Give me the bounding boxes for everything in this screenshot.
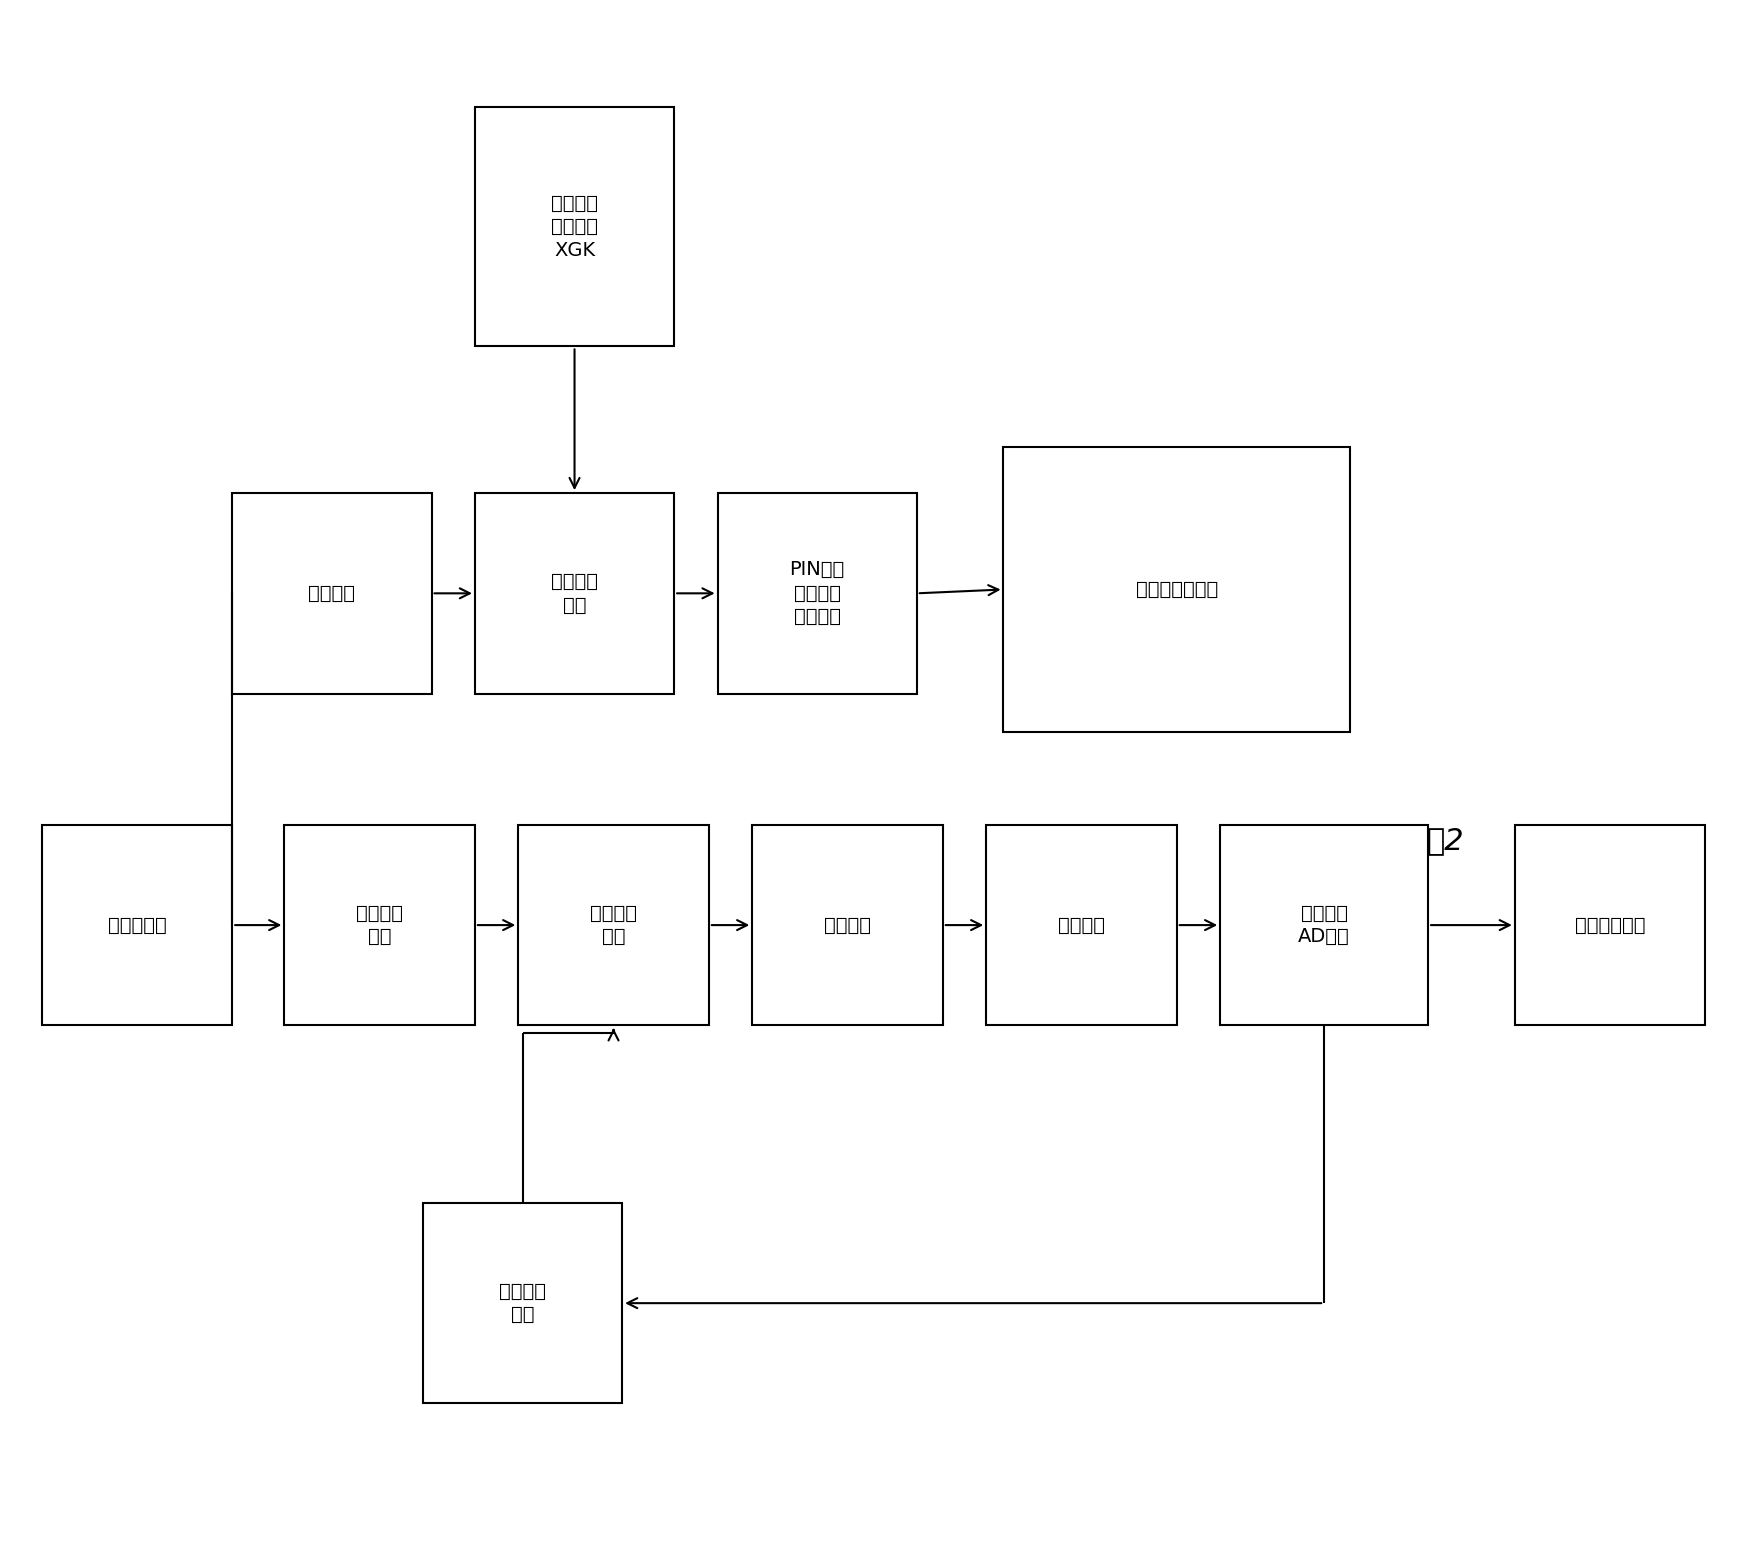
Text: 低通滤波: 低通滤波 <box>309 584 355 603</box>
Text: 数字信号输出: 数字信号输出 <box>1574 916 1646 934</box>
Bar <box>1003 447 1350 732</box>
Bar <box>232 494 432 693</box>
Bar <box>423 1204 622 1403</box>
Bar <box>475 107 674 346</box>
Text: 高通隔直
滤波: 高通隔直 滤波 <box>356 905 404 947</box>
Text: 抬高电平
叠加: 抬高电平 叠加 <box>590 905 638 947</box>
Text: 光电探测器: 光电探测器 <box>108 916 166 934</box>
Bar <box>42 825 232 1026</box>
Bar <box>1515 825 1705 1026</box>
Bar <box>1219 825 1427 1026</box>
Text: 低通滤波: 低通滤波 <box>1059 916 1104 934</box>
Bar <box>285 825 475 1026</box>
Text: 直流抬高
电压: 直流抬高 电压 <box>500 1281 547 1325</box>
Text: 外置基准
电压信号
XGK: 外置基准 电压信号 XGK <box>550 193 597 260</box>
Text: 抬高电平
叠加: 抬高电平 叠加 <box>550 571 597 615</box>
Bar <box>718 494 917 693</box>
Text: 图2: 图2 <box>1427 825 1464 855</box>
Bar <box>985 825 1177 1026</box>
Text: 差分输入
AD转换: 差分输入 AD转换 <box>1298 905 1350 947</box>
Bar <box>519 825 709 1026</box>
Bar <box>475 494 674 693</box>
Text: PIN输出
电压检测
放大电路: PIN输出 电压检测 放大电路 <box>790 561 846 626</box>
Text: 光功率检测电路: 光功率检测电路 <box>1136 579 1218 599</box>
Bar <box>753 825 943 1026</box>
Text: 差分放大: 差分放大 <box>825 916 872 934</box>
